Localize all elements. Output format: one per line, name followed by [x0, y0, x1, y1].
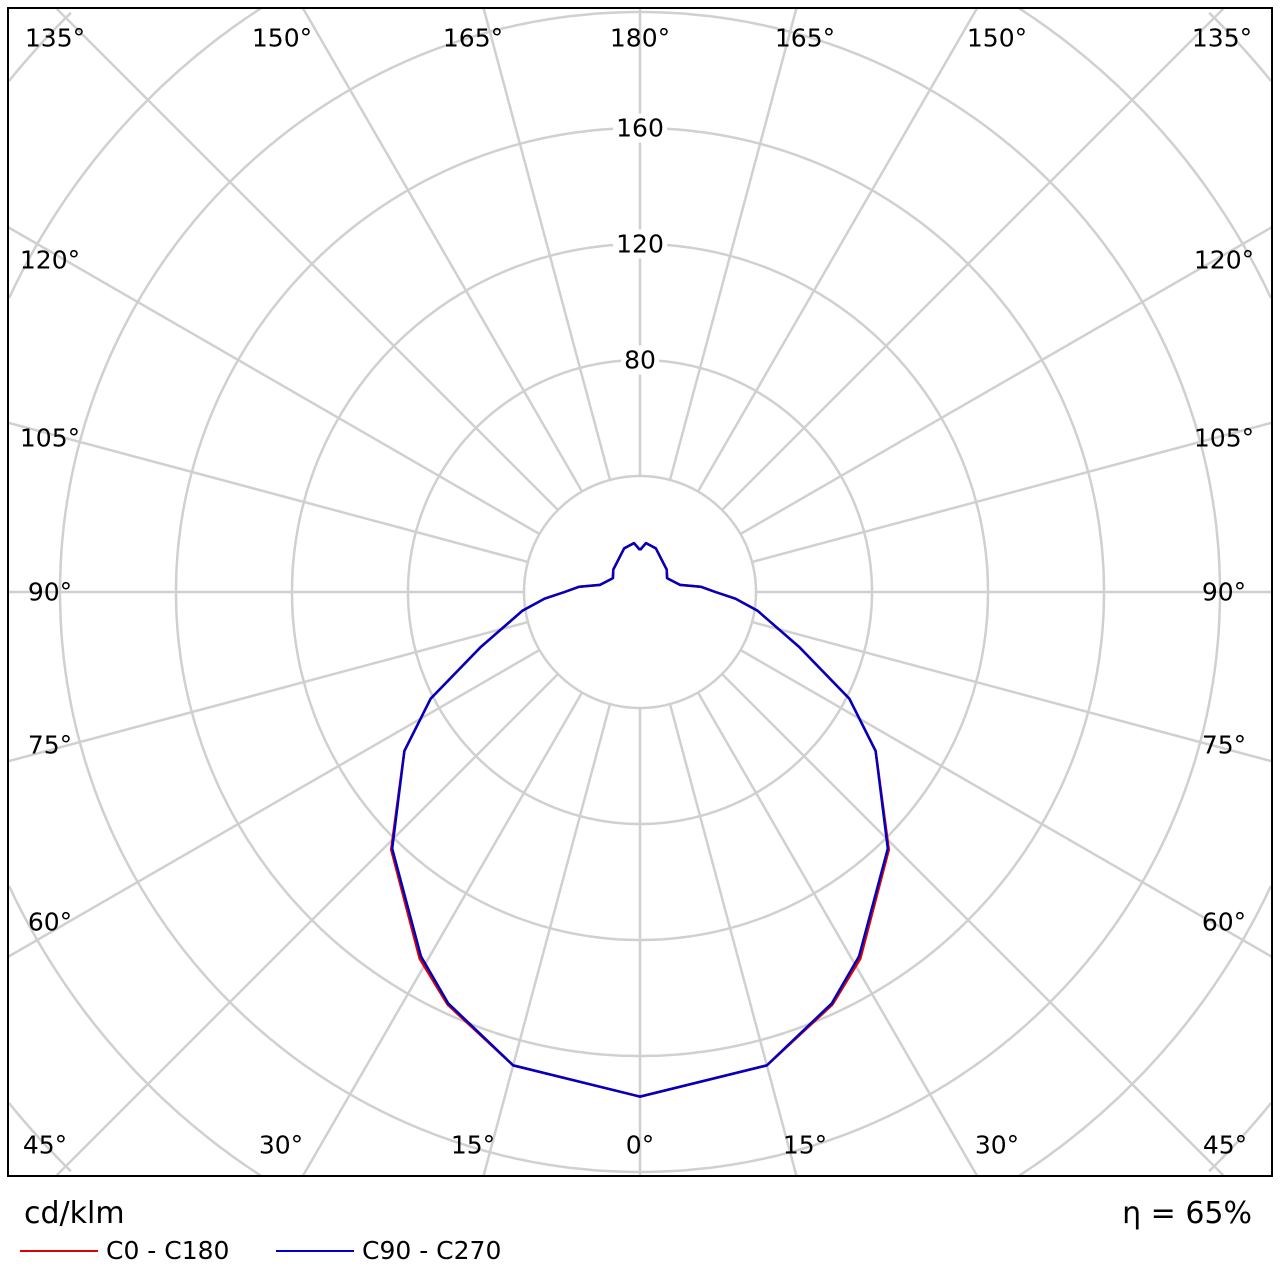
grid-ring	[1018, 885, 1272, 1177]
grid-ring	[1208, 11, 1272, 82]
angle-label: 120°	[1193, 245, 1255, 275]
angle-label: 60°	[27, 907, 73, 937]
angle-label: 90°	[1201, 577, 1247, 607]
angle-label: 120°	[19, 245, 81, 275]
angle-label: 135°	[1191, 23, 1253, 53]
grid-spoke	[739, 648, 1273, 958]
legend-swatch-blue	[276, 1249, 354, 1252]
grid-ring	[8, 1102, 72, 1173]
angle-label: 165°	[774, 23, 836, 53]
grid-ring	[522, 474, 758, 710]
grid-ring	[8, 11, 72, 82]
grid-spoke	[721, 7, 1225, 511]
angle-label: 105°	[1193, 423, 1255, 453]
plot-frame	[7, 7, 1273, 1177]
legend-item-c90: C90 - C270	[276, 1236, 501, 1265]
grid-ring	[1018, 7, 1272, 299]
grid-spoke	[696, 7, 979, 493]
angle-label: 75°	[1201, 730, 1247, 760]
angle-label: 105°	[19, 423, 81, 453]
grid-spoke	[7, 648, 541, 958]
radial-tick-label: 160	[613, 113, 667, 143]
angle-label: 165°	[442, 23, 504, 53]
series-curve-1	[390, 541, 890, 1098]
grid-spoke	[301, 691, 584, 1177]
grid-spoke	[482, 7, 612, 481]
grid-spoke	[301, 7, 584, 493]
grid-spoke	[55, 673, 559, 1177]
angle-label: 15°	[782, 1130, 828, 1160]
polar-grid	[7, 7, 1273, 1177]
legend-label: C90 - C270	[362, 1236, 502, 1265]
angle-label: 90°	[27, 577, 73, 607]
efficiency-label: η = 65%	[1122, 1196, 1252, 1231]
legend-swatch-red	[20, 1249, 98, 1252]
grid-spoke	[7, 620, 529, 763]
grid-spoke	[721, 673, 1225, 1177]
angle-label: 0°	[625, 1130, 655, 1160]
legend-item-c0: C0 - C180	[20, 1236, 229, 1265]
grid-spoke	[668, 703, 798, 1177]
angle-label: 45°	[22, 1130, 68, 1160]
radial-tick-label: 120	[613, 229, 667, 259]
legend-label: C0 - C180	[106, 1236, 230, 1265]
grid-spoke	[482, 703, 612, 1177]
grid-ring	[8, 7, 262, 299]
angle-label: 180°	[609, 23, 671, 53]
angle-label: 60°	[1201, 907, 1247, 937]
angle-label: 15°	[450, 1130, 496, 1160]
radial-tick-label: 80	[621, 345, 659, 375]
angle-label: 30°	[258, 1130, 304, 1160]
angle-label: 135°	[24, 23, 86, 53]
grid-spoke	[751, 620, 1273, 763]
grid-spoke	[668, 7, 798, 481]
grid-spoke	[739, 226, 1273, 536]
angle-label: 45°	[1202, 1130, 1248, 1160]
grid-spoke	[7, 421, 529, 564]
angle-label: 150°	[966, 23, 1028, 53]
angle-label: 75°	[27, 730, 73, 760]
grid-spoke	[696, 691, 979, 1177]
angle-label: 30°	[974, 1130, 1020, 1160]
grid-spoke	[7, 226, 541, 536]
grid-ring	[8, 885, 262, 1177]
grid-ring	[1208, 1102, 1272, 1173]
curves	[389, 541, 891, 1098]
angle-label: 150°	[251, 23, 313, 53]
grid-spoke	[55, 7, 559, 511]
unit-label: cd/klm	[24, 1196, 125, 1231]
grid-spoke	[751, 421, 1273, 564]
